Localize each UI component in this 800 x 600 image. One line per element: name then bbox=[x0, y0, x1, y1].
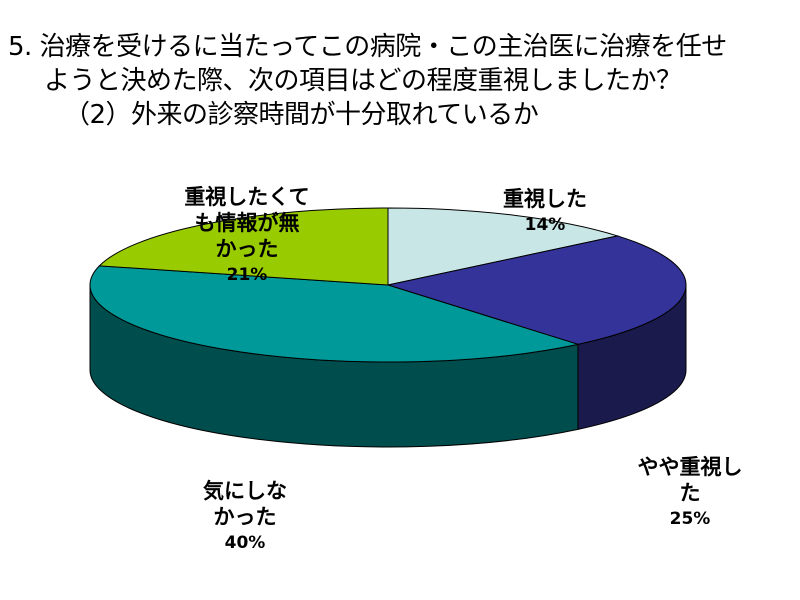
slice-label-2-pct: 40% bbox=[224, 533, 266, 553]
slice-label-0: 重視した 14% bbox=[490, 160, 600, 264]
title-line-1: 5. 治療を受けるに当たってこの病院・この主治医に治療を任せ bbox=[8, 32, 727, 62]
title-line-2: ようと決めた際、次の項目はどの程度重視しましたか？ bbox=[44, 66, 682, 96]
slice-label-0-text: 重視した bbox=[503, 187, 587, 211]
chart-title: 5. 治療を受けるに当たってこの病院・この主治医に治療を任せ ようと決めた際、次… bbox=[8, 30, 798, 132]
slice-label-0-pct: 14% bbox=[524, 215, 566, 235]
slice-label-3: 重視したくて も情報が無 かった 21% bbox=[172, 158, 322, 314]
pie-slice-3 bbox=[98, 207, 389, 286]
slice-label-3-pct: 21% bbox=[226, 265, 268, 285]
slice-label-1-pct: 25% bbox=[669, 509, 711, 529]
pie-slice-0 bbox=[387, 207, 620, 286]
slice-label-2-text: 気にしな かった bbox=[203, 479, 287, 529]
slice-label-1: やや重視し た 25% bbox=[615, 428, 765, 558]
title-line-3: （2）外来の診察時間が十分取れているか bbox=[64, 100, 539, 130]
slice-label-2: 気にしな かった 40% bbox=[185, 452, 305, 582]
slice-label-1-text: やや重視し た bbox=[637, 455, 743, 505]
pie-slice-1 bbox=[386, 235, 687, 345]
slice-label-3-text: 重視したくて も情報が無 かった bbox=[184, 185, 310, 261]
pie-slice-2 bbox=[89, 265, 580, 363]
